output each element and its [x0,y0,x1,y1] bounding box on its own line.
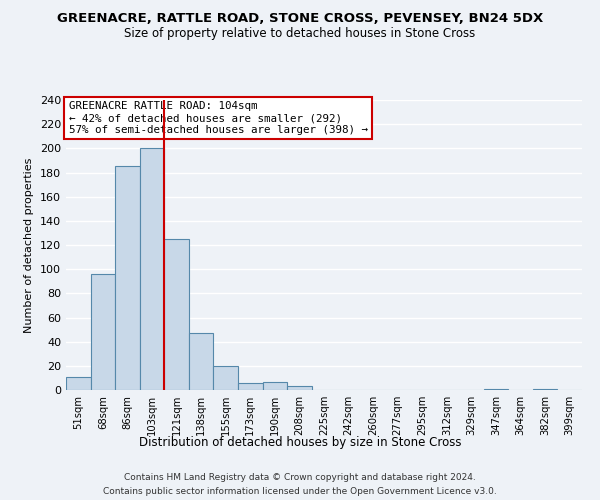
Text: Contains HM Land Registry data © Crown copyright and database right 2024.: Contains HM Land Registry data © Crown c… [124,473,476,482]
Bar [189,333,214,390]
Bar [66,376,91,390]
Bar [263,382,287,390]
Bar [164,239,189,390]
Y-axis label: Number of detached properties: Number of detached properties [25,158,34,332]
Bar [140,148,164,390]
Bar [214,366,238,390]
Bar [115,166,140,390]
Bar [238,383,263,390]
Text: GREENACRE, RATTLE ROAD, STONE CROSS, PEVENSEY, BN24 5DX: GREENACRE, RATTLE ROAD, STONE CROSS, PEV… [57,12,543,26]
Text: Distribution of detached houses by size in Stone Cross: Distribution of detached houses by size … [139,436,461,449]
Text: Contains public sector information licensed under the Open Government Licence v3: Contains public sector information licen… [103,486,497,496]
Bar [287,386,312,390]
Text: GREENACRE RATTLE ROAD: 104sqm
← 42% of detached houses are smaller (292)
57% of : GREENACRE RATTLE ROAD: 104sqm ← 42% of d… [68,102,368,134]
Bar [533,389,557,390]
Text: Size of property relative to detached houses in Stone Cross: Size of property relative to detached ho… [124,28,476,40]
Bar [91,274,115,390]
Bar [484,389,508,390]
